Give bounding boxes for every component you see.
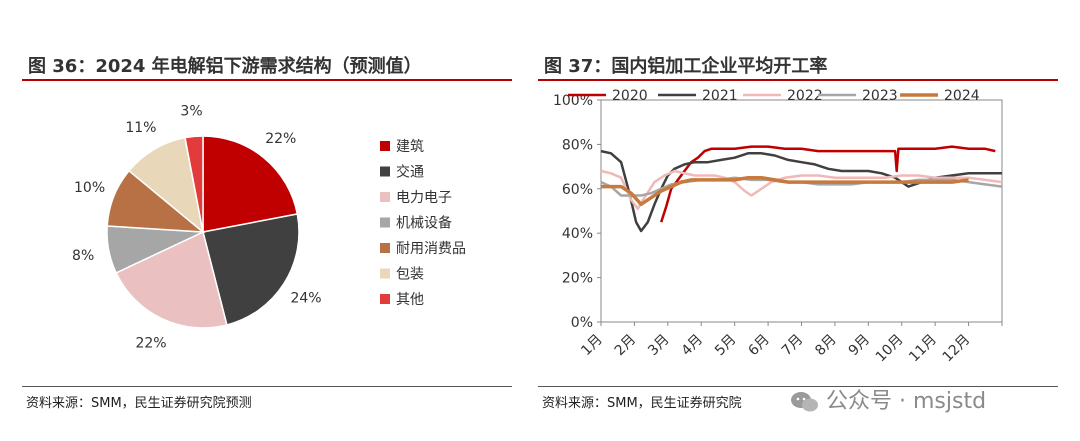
title-rule xyxy=(22,79,512,81)
legend-swatch xyxy=(380,243,390,253)
legend-swatch xyxy=(380,192,390,202)
legend-label: 2020 xyxy=(612,88,648,104)
pie-data-label: 22% xyxy=(135,335,166,351)
pie-data-label: 24% xyxy=(290,290,321,306)
x-tick-label: 2月 xyxy=(612,332,640,360)
figure-37-panel: 图 37：国内铝加工企业平均开工率 0% 20% 40% 60% 80% 100% 1月 2月… xyxy=(538,0,1058,441)
line-chart: 0%20%40%60%80%100%1月 2月 3月 4月 5月 6月 7月 8月 9月 10月 1… xyxy=(553,88,1003,366)
watermark-text: 公众号 · msjstd xyxy=(826,389,987,414)
legend-label: 交通 xyxy=(396,164,424,181)
x-tick-label: 5月 xyxy=(712,332,740,360)
legend-label: 机械设备 xyxy=(396,215,452,232)
x-tick-label: 1月 xyxy=(578,332,606,360)
pie-slice-1 xyxy=(202,213,300,326)
pie-slice-6 xyxy=(184,135,204,233)
x-tick-label: 8月 xyxy=(812,332,840,360)
y-tick-label: 20% xyxy=(562,271,593,287)
plot-frame xyxy=(600,99,1003,323)
x-tick-label: 4月 xyxy=(679,332,707,360)
x-tick-label: 7月 xyxy=(779,332,807,360)
x-tick-label: 10月 xyxy=(873,332,907,366)
watermark: 公众号 · msjstd xyxy=(790,383,986,415)
legend-label: 2023 xyxy=(862,88,898,104)
figure-37-title: 图 37：国内铝加工企业平均开工率 xyxy=(544,56,828,77)
y-tick-label: 80% xyxy=(562,137,593,153)
legend-label: 2024 xyxy=(944,88,980,104)
pie-data-label: 8% xyxy=(72,248,94,264)
legend-swatch xyxy=(380,217,390,228)
pie-data-label: 10% xyxy=(74,180,105,196)
pie-data-label: 11% xyxy=(125,120,156,136)
x-tick-label: 11月 xyxy=(906,332,940,366)
x-tick-label: 6月 xyxy=(745,332,773,360)
y-tick-label: 0% xyxy=(571,315,593,331)
figure-37-source: 资料来源：SMM，民生证券研究院 xyxy=(542,396,742,411)
series-line-2022 xyxy=(600,169,1003,211)
legend-label: 耐用消费品 xyxy=(396,241,466,257)
legend-swatch xyxy=(380,294,390,304)
y-tick-label: 40% xyxy=(562,226,593,242)
series-line-2021 xyxy=(600,149,1002,233)
legend-label: 2022 xyxy=(787,88,823,104)
y-tick-label: 100% xyxy=(553,93,593,109)
figure-36-panel: 图 36：2024 年电解铝下游需求结构（预测值） 22% 24% 22% 8% 10%… xyxy=(22,0,512,441)
series-line-2024 xyxy=(601,175,969,207)
legend-swatch xyxy=(380,268,390,279)
pie-slice-0 xyxy=(202,135,299,233)
y-tick-label: 60% xyxy=(562,182,593,198)
legend-swatch xyxy=(380,166,390,177)
x-tick-label: 9月 xyxy=(846,332,874,360)
legend-label: 建筑 xyxy=(396,139,424,155)
figure-36-title: 图 36：2024 年电解铝下游需求结构（预测值） xyxy=(28,56,422,77)
x-tick-label: 12月 xyxy=(940,332,974,366)
source-rule xyxy=(22,386,512,387)
pie-data-label: 3% xyxy=(180,104,202,120)
pie-slice-2 xyxy=(115,230,228,329)
legend-swatch xyxy=(380,141,390,151)
figure-36-source: 资料来源：SMM，民生证券研究院预测 xyxy=(26,396,252,411)
pie-data-label: 22% xyxy=(265,131,296,147)
legend-label: 2021 xyxy=(702,88,738,104)
title-rule xyxy=(538,79,1058,81)
pie-slice-5 xyxy=(127,136,205,234)
x-tick-label: 3月 xyxy=(645,332,673,360)
legend-label: 其他 xyxy=(396,292,424,308)
source-rule xyxy=(538,386,1058,387)
legend-label: 电力电子 xyxy=(396,190,452,206)
wechat-icon xyxy=(791,392,818,412)
legend-label: 包装 xyxy=(396,267,424,283)
